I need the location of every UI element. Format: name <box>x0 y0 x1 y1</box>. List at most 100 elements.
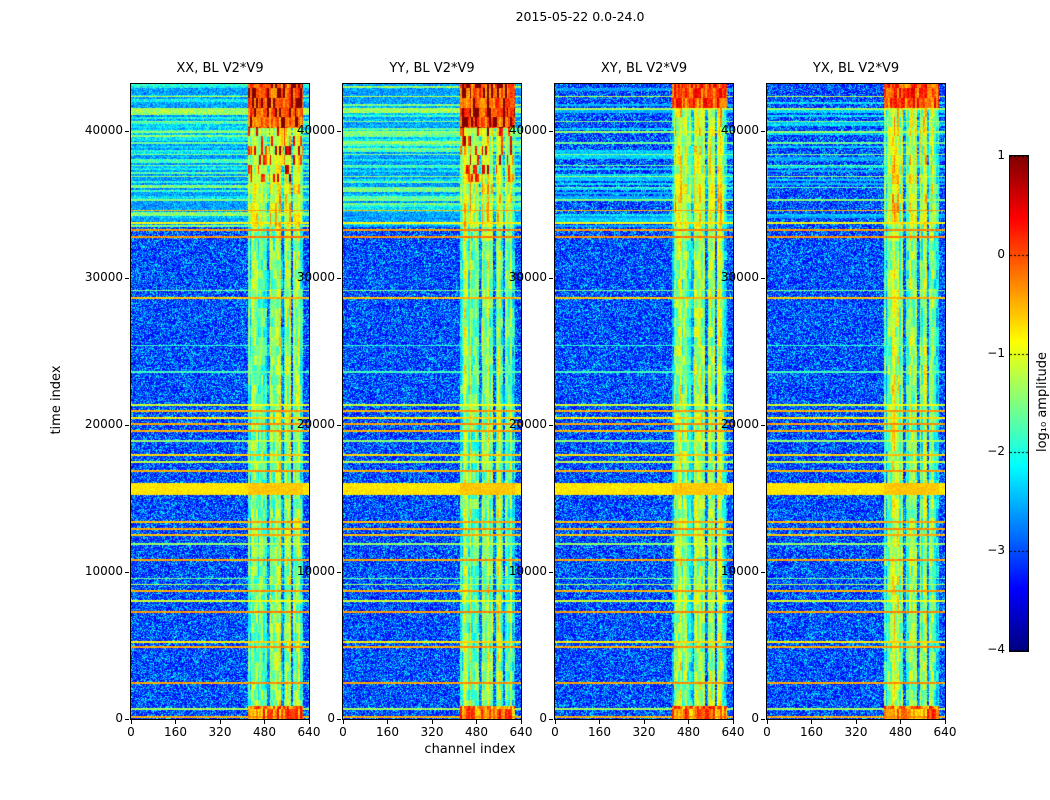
y-tick-label: 20000 <box>84 417 123 432</box>
heatmap-xx <box>131 84 309 719</box>
y-tick-label: 30000 <box>296 270 335 285</box>
figure-title: 2015-05-22 0.0-24.0 <box>515 9 645 24</box>
y-tick-mark <box>549 571 553 573</box>
y-tick-mark <box>125 424 129 426</box>
y-tick-mark <box>337 571 341 573</box>
x-tick-label: 640 <box>509 725 533 739</box>
y-tick-mark <box>761 277 765 279</box>
x-tick-mark <box>308 720 310 724</box>
x-tick-label: 480 <box>889 725 912 739</box>
subplot-yx: YX, BL V2*V9 <box>766 61 946 720</box>
y-tick-mark <box>337 718 341 720</box>
colorbar-tick-label: −4 <box>987 642 1005 656</box>
x-tick-mark <box>342 720 344 724</box>
colorbar-label: log₁₀ amplitude <box>1035 351 1050 453</box>
subplot-title-xy: XY, BL V2*V9 <box>600 61 688 76</box>
y-tick-mark <box>761 718 765 720</box>
y-tick-label: 40000 <box>508 123 547 138</box>
y-tick-label: 10000 <box>84 564 123 578</box>
y-tick-mark <box>125 130 129 132</box>
subplot-xx: XX, BL V2*V9 <box>130 61 310 720</box>
x-tick-label: 320 <box>208 725 232 739</box>
y-tick-label: 40000 <box>296 123 335 138</box>
y-tick-label: 10000 <box>296 564 335 578</box>
x-tick-mark <box>944 720 946 724</box>
x-tick-label: 480 <box>677 725 700 739</box>
x-tick-mark <box>900 720 901 724</box>
colorbar-gradient <box>1010 156 1028 651</box>
colorbar <box>1009 155 1029 652</box>
x-tick-mark <box>554 720 556 724</box>
y-tick-label: 40000 <box>84 123 123 138</box>
x-tick-mark <box>732 720 734 724</box>
y-tick-mark <box>761 571 765 573</box>
y-tick-mark <box>761 424 765 426</box>
y-tick-mark <box>549 277 553 279</box>
y-axis-label: time index <box>49 365 64 435</box>
x-tick-label: 480 <box>253 725 276 739</box>
x-tick-label: 320 <box>844 725 868 739</box>
y-tick-label: 20000 <box>296 417 335 432</box>
x-tick-label: 160 <box>588 725 611 739</box>
subplot-yy: YY, BL V2*V9 <box>342 61 522 720</box>
x-tick-label: 480 <box>465 725 488 739</box>
y-tick-label: 0 <box>539 711 547 725</box>
x-tick-mark <box>476 720 477 724</box>
x-tick-label: 320 <box>420 725 444 739</box>
x-tick-mark <box>643 720 645 724</box>
x-tick-mark <box>387 720 388 724</box>
y-tick-label: 30000 <box>508 270 547 285</box>
x-tick-mark <box>766 720 768 724</box>
x-axis-label: channel index <box>424 742 516 757</box>
subplot-title-yy: YY, BL V2*V9 <box>389 61 475 76</box>
x-tick-label: 0 <box>339 725 347 739</box>
y-tick-label: 0 <box>327 711 335 725</box>
x-tick-mark <box>175 720 176 724</box>
y-tick-label: 20000 <box>720 417 759 432</box>
y-tick-label: 0 <box>751 711 759 725</box>
subplot-title-xx: XX, BL V2*V9 <box>176 61 264 76</box>
colorbar-tick-label: 1 <box>997 148 1005 162</box>
x-tick-label: 0 <box>551 725 559 739</box>
y-tick-label: 30000 <box>720 270 759 285</box>
y-tick-label: 40000 <box>720 123 759 138</box>
colorbar-tick-label: −2 <box>987 444 1005 459</box>
y-tick-mark <box>337 130 341 132</box>
colorbar-tick-label: −1 <box>987 345 1005 360</box>
heatmap-yy <box>343 84 521 719</box>
x-tick-label: 320 <box>632 725 656 739</box>
x-tick-label: 640 <box>933 725 957 739</box>
y-tick-label: 30000 <box>84 270 123 285</box>
y-tick-label: 10000 <box>720 564 759 578</box>
x-tick-mark <box>688 720 689 724</box>
x-tick-label: 160 <box>164 725 187 739</box>
heatmap-yx <box>767 84 945 719</box>
y-tick-mark <box>549 718 553 720</box>
y-tick-label: 20000 <box>508 417 547 432</box>
y-tick-mark <box>761 130 765 132</box>
x-tick-label: 160 <box>376 725 399 739</box>
subplot-title-yx: YX, BL V2*V9 <box>812 61 900 76</box>
x-tick-label: 640 <box>721 725 745 739</box>
x-tick-mark <box>520 720 522 724</box>
y-tick-mark <box>125 571 129 573</box>
y-tick-mark <box>125 718 129 720</box>
x-tick-mark <box>599 720 600 724</box>
y-tick-label: 10000 <box>508 564 547 578</box>
x-tick-mark <box>431 720 433 724</box>
x-tick-label: 0 <box>763 725 771 739</box>
colorbar-tick-label: −3 <box>987 543 1005 558</box>
heatmap-xy <box>555 84 733 719</box>
subplot-xy: XY, BL V2*V9 <box>554 61 734 720</box>
x-tick-mark <box>811 720 812 724</box>
y-tick-mark <box>549 130 553 132</box>
y-tick-mark <box>337 277 341 279</box>
x-tick-label: 160 <box>800 725 823 739</box>
colorbar-tick-label: 0 <box>997 246 1005 261</box>
x-tick-label: 640 <box>297 725 321 739</box>
y-tick-mark <box>337 424 341 426</box>
y-tick-mark <box>549 424 553 426</box>
y-tick-mark <box>125 277 129 279</box>
x-tick-mark <box>855 720 857 724</box>
